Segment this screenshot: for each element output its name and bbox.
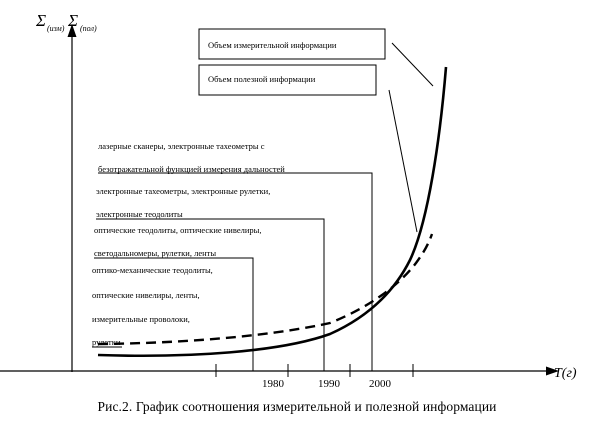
series-line-measurement xyxy=(97,66,448,358)
annotation-text: оптико-механические теодолиты, xyxy=(92,265,213,275)
era-divider-electronic xyxy=(96,218,325,371)
legend-leader-measurement xyxy=(391,42,434,87)
annotation-text: электронные теодолиты xyxy=(96,209,183,219)
legend-label-measurement: Объем измерительной информации xyxy=(208,40,337,50)
x-tick-label-2000: 2000 xyxy=(369,378,392,390)
y-axis-arrow xyxy=(67,24,77,37)
era-annotations: лазерные сканеры, электронные тахеометры… xyxy=(92,141,285,347)
annotation-text: лазерные сканеры, электронные тахеометры… xyxy=(98,141,265,151)
legend-leader-useful xyxy=(388,89,418,233)
annotation-text: светодальномеры, рулетки, ленты xyxy=(94,248,216,258)
legend-box-measurement xyxy=(198,28,386,60)
x-axis-label: T(г) xyxy=(554,366,577,381)
legend-box-useful xyxy=(198,64,377,96)
x-axis-arrow xyxy=(546,366,559,376)
y-axis-label: Σ (изм) Σ (пол) xyxy=(35,11,97,33)
figure-caption: Рис.2. График соотношения измерительной … xyxy=(97,399,497,414)
annotation-text: рулетки xyxy=(92,337,121,347)
legend: Объем измерительной информации Объем пол… xyxy=(198,28,434,233)
annotation-text: оптические теодолиты, оптические нивелир… xyxy=(94,225,261,235)
y-axis-label-sub-2: (пол) xyxy=(80,24,97,33)
annotation-text: электронные тахеометры, электронные руле… xyxy=(96,186,270,196)
era-divider-optical xyxy=(94,257,254,371)
x-tick-label-1980: 1980 xyxy=(262,378,285,390)
annotation-text: измерительные проволоки, xyxy=(92,314,190,324)
series-line-useful xyxy=(97,233,434,346)
annotation-text: безотражательной функцией измерения даль… xyxy=(98,164,285,174)
era-dividers xyxy=(92,172,373,371)
y-axis-label-sigma-1: Σ xyxy=(35,11,46,30)
chart: Σ (изм) Σ (пол) T(г) 1980 1990 2000 лазе… xyxy=(0,11,577,390)
y-axis-label-sigma-2: Σ xyxy=(67,11,78,30)
annotation-text: оптические нивелиры, ленты, xyxy=(92,290,200,300)
y-axis-label-sub-1: (изм) xyxy=(47,24,65,33)
legend-label-useful: Объем полезной информации xyxy=(208,74,316,84)
x-tick-label-1990: 1990 xyxy=(318,378,341,390)
era-divider-laser xyxy=(98,172,373,371)
